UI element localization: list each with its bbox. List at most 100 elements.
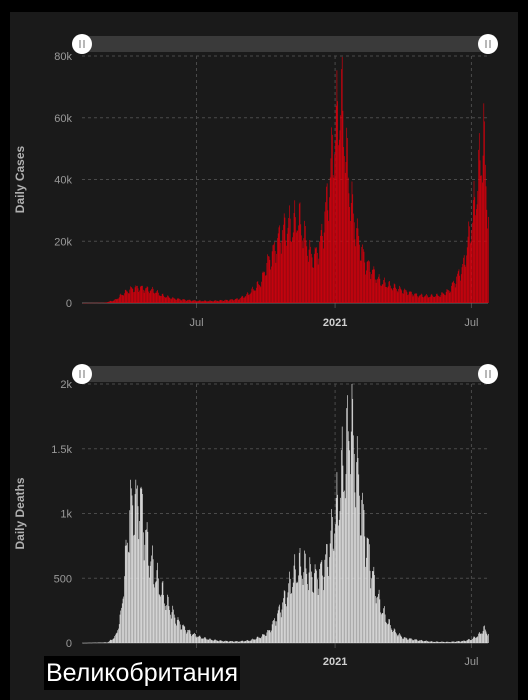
cases-bar — [110, 300, 112, 303]
cases-bar — [185, 300, 186, 303]
cases-bar — [271, 266, 272, 303]
cases-bar — [240, 297, 241, 303]
deaths-bar — [277, 613, 278, 643]
deaths-bar — [121, 607, 122, 643]
cases-bar — [283, 213, 285, 303]
deaths-bar — [103, 642, 104, 643]
deaths-bar — [305, 568, 307, 643]
deaths-bar — [428, 641, 430, 643]
cases-bar — [243, 297, 244, 303]
cases-bar — [469, 243, 471, 303]
cases-bar — [445, 295, 446, 303]
cases-bar — [132, 289, 134, 303]
cases-bar — [182, 299, 183, 303]
deaths-bar — [261, 636, 262, 643]
deaths-bar — [323, 590, 324, 643]
cases-bar — [448, 290, 450, 303]
deaths-bar — [133, 535, 134, 643]
cases-bar — [226, 299, 228, 303]
deaths-bar — [352, 398, 354, 643]
deaths-bar — [446, 641, 448, 643]
cases-bar — [243, 297, 245, 303]
deaths-bar — [294, 554, 296, 643]
deaths-bar — [149, 565, 151, 643]
cases-bar — [320, 230, 322, 303]
deaths-bar — [386, 623, 387, 643]
cases-range-handle-right[interactable] — [478, 34, 498, 54]
cases-ytick-label: 20k — [54, 236, 72, 248]
deaths-bar — [155, 582, 156, 643]
deaths-bar — [276, 621, 277, 643]
deaths-range-slider-track[interactable] — [82, 366, 488, 382]
cases-bar — [237, 298, 238, 303]
cases-range-handle-left[interactable] — [72, 34, 92, 54]
deaths-bar — [301, 578, 303, 643]
deaths-range-handle-left[interactable] — [72, 364, 92, 384]
deaths-bar — [481, 633, 482, 643]
cases-bar — [434, 297, 436, 303]
cases-bar — [105, 302, 106, 303]
deaths-bar — [392, 631, 393, 643]
deaths-bar — [191, 636, 192, 643]
deaths-bar — [166, 605, 168, 643]
deaths-bar — [403, 637, 405, 643]
deaths-bar — [242, 640, 244, 643]
deaths-bar — [442, 641, 443, 643]
cases-bar — [232, 299, 234, 303]
cases-bar — [359, 244, 360, 303]
cases-bar — [448, 290, 449, 303]
deaths-bar — [158, 578, 159, 643]
cases-bar — [473, 180, 475, 303]
deaths-bar — [313, 592, 314, 643]
cases-bar — [221, 300, 222, 303]
deaths-bar — [262, 634, 264, 643]
cases-bar — [143, 289, 144, 303]
deaths-bar — [280, 617, 282, 643]
deaths-range-handle-right[interactable] — [478, 364, 498, 384]
cases-bar — [259, 286, 261, 303]
deaths-bar — [250, 640, 252, 643]
deaths-bar — [426, 640, 428, 643]
deaths-bar — [433, 641, 435, 643]
deaths-bar — [127, 542, 128, 643]
deaths-bar — [117, 630, 119, 643]
deaths-bar — [282, 602, 284, 643]
cases-bar — [465, 266, 467, 303]
cases-bar — [166, 297, 168, 303]
deaths-bar — [467, 639, 469, 643]
deaths-bar — [451, 641, 452, 643]
deaths-bar — [266, 632, 268, 643]
cases-bar — [152, 286, 153, 303]
cases-bar — [310, 253, 312, 303]
deaths-bar — [359, 495, 360, 643]
cases-bar — [171, 298, 173, 303]
cases-bar — [280, 253, 282, 303]
deaths-bar — [343, 491, 345, 643]
cases-bar — [252, 289, 254, 303]
deaths-bar — [209, 638, 210, 643]
deaths-bar — [368, 544, 370, 643]
deaths-bar — [124, 545, 126, 643]
cases-bar — [396, 288, 397, 303]
cases-bar — [332, 175, 334, 303]
cases-bar — [119, 294, 121, 303]
deaths-bar — [109, 640, 110, 643]
cases-bar — [357, 228, 359, 303]
deaths-bar — [378, 593, 379, 643]
cases-bar — [394, 284, 396, 303]
cases-bar — [201, 301, 202, 303]
deaths-bar — [314, 564, 316, 643]
deaths-bar — [346, 408, 348, 643]
deaths-bar — [354, 492, 356, 643]
cases-bar — [217, 301, 219, 303]
cases-range-slider-track[interactable] — [82, 36, 488, 52]
cases-bar — [346, 127, 348, 303]
cases-bar — [260, 287, 262, 303]
cases-bar — [338, 145, 339, 303]
cases-bar — [267, 254, 268, 303]
cases-bar — [375, 282, 377, 303]
cases-bar — [146, 287, 147, 303]
cases-bar — [479, 160, 481, 303]
cases-bar — [369, 271, 371, 303]
deaths-bar — [248, 640, 250, 643]
